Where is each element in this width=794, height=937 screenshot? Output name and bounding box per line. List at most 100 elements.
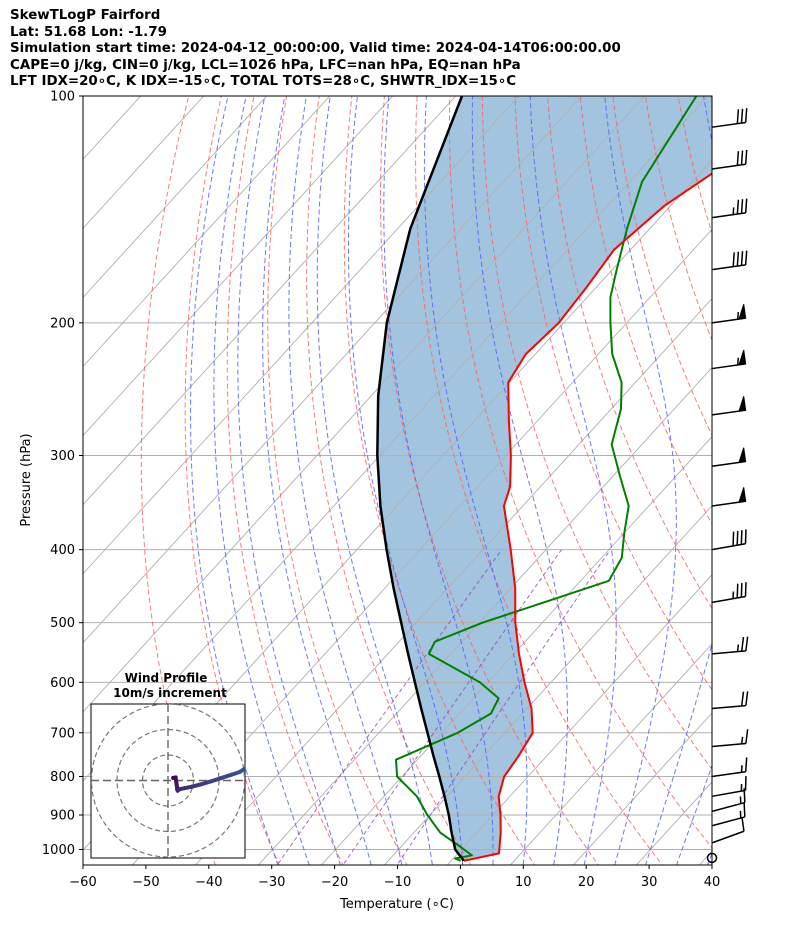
wind-barb — [711, 582, 747, 604]
barb-pennant — [738, 304, 747, 320]
x-tick-label: −50 — [132, 875, 159, 890]
location-info: Lat: 51.68 Lon: -1.79 — [10, 24, 167, 40]
barb-pennant — [738, 396, 747, 412]
time-info: Simulation start time: 2024-04-12_00:00:… — [10, 41, 621, 56]
isotherm-line — [83, 96, 646, 713]
wind-barb — [711, 447, 747, 467]
x-tick-label: 10 — [515, 875, 532, 890]
barb-staff — [711, 264, 746, 271]
y-tick-label: 100 — [50, 90, 75, 105]
x-axis-label: Temperature (∘C) — [339, 897, 454, 912]
barb-staff — [711, 704, 746, 710]
cape-info: CAPE=0 j/kg, CIN=0 j/kg, LCL=1026 hPa, L… — [10, 57, 521, 73]
barb-full — [745, 691, 749, 706]
wind-barb — [711, 691, 749, 710]
isotherm-line — [257, 366, 712, 865]
barb-full — [740, 199, 744, 214]
y-tick-label: 700 — [50, 726, 75, 741]
wind-barb — [711, 802, 746, 827]
x-tick-label: 40 — [704, 875, 721, 890]
barb-staff — [711, 543, 746, 551]
chart-header: SkewTLogP Fairford Lat: 51.68 Lon: -1.79… — [10, 8, 621, 91]
barb-full — [740, 582, 743, 598]
barb-full — [740, 636, 745, 652]
barb-staff — [711, 789, 746, 798]
wind-barb — [711, 529, 747, 551]
barb-full — [732, 531, 735, 546]
x-tick-label: −30 — [258, 875, 285, 890]
barb-full — [744, 250, 748, 265]
barb-staff — [711, 816, 746, 827]
y-tick-label: 900 — [50, 809, 75, 824]
barb-half — [737, 312, 740, 320]
dry-adiabat-line — [379, 96, 600, 865]
index-info: LFT IDX=20∘C, K IDX=-15∘C, TOTAL TOTS=28… — [10, 74, 517, 89]
hodograph-subtitle: 10m/s increment — [113, 686, 227, 700]
barb-full — [736, 530, 739, 546]
barb-full — [736, 199, 740, 215]
barb-staff — [711, 830, 745, 844]
moist-adiabat-line — [529, 96, 617, 865]
isotherm-line — [446, 574, 712, 865]
barb-full — [740, 530, 743, 545]
dry-adiabat-line — [415, 96, 663, 865]
x-tick-label: −10 — [384, 875, 411, 890]
y-tick-label: 1000 — [42, 843, 75, 858]
barb-half — [732, 207, 735, 215]
barb-staff — [711, 163, 746, 170]
x-tick-label: −40 — [195, 875, 222, 890]
isotherm-line — [509, 643, 712, 865]
x-tick-label: −60 — [69, 875, 96, 890]
isotherm-line — [383, 505, 712, 865]
wind-barb — [711, 108, 748, 128]
dry-adiabat-line — [612, 96, 712, 437]
hodograph-segment — [237, 767, 245, 775]
barb-full — [736, 151, 740, 166]
barb-pennant — [738, 487, 747, 503]
dry-adiabat-line — [267, 96, 408, 865]
barb-half — [740, 736, 744, 745]
barb-pennant — [738, 447, 747, 464]
dry-adiabat-line — [547, 96, 712, 610]
moist-adiabat-line — [383, 96, 494, 865]
x-tick-label: 30 — [641, 875, 658, 890]
isotherm-line — [572, 712, 712, 865]
barb-staff — [711, 650, 746, 655]
wind-barb — [711, 757, 748, 778]
y-tick-label: 400 — [50, 543, 75, 558]
isotherm-line — [83, 96, 583, 644]
barb-full — [745, 636, 749, 651]
isotherm-line — [83, 96, 520, 575]
hodograph-ring — [91, 704, 245, 858]
hodograph-title: Wind Profile — [125, 671, 208, 685]
barb-full — [736, 583, 739, 599]
dry-adiabat-line — [343, 96, 536, 865]
moist-adiabat-line — [675, 764, 712, 865]
isotherm-line — [83, 96, 457, 506]
moist-adiabat-line — [288, 96, 403, 865]
mixing-ratio-line — [342, 549, 562, 865]
chart-title: SkewTLogP Fairford — [10, 8, 161, 23]
wind-barb — [711, 349, 747, 370]
wind-barb — [711, 729, 749, 748]
barb-full — [745, 729, 749, 744]
wind-barb — [711, 776, 747, 798]
barb-full — [744, 529, 747, 544]
barb-full — [740, 251, 744, 266]
cape-cin-fill — [377, 96, 712, 861]
barb-half — [740, 765, 743, 773]
moist-adiabat-line — [237, 96, 341, 865]
wind-barb — [711, 149, 748, 170]
barb-full — [736, 109, 740, 124]
barb-staff — [711, 121, 746, 128]
y-tick-label: 500 — [50, 616, 75, 631]
y-tick-label: 300 — [50, 449, 75, 464]
barb-pennant — [738, 349, 747, 366]
barb-full — [740, 691, 745, 707]
dry-adiabat-line — [184, 96, 280, 865]
y-tick-label: 800 — [50, 770, 75, 785]
moist-adiabat-line — [423, 96, 528, 865]
barb-full — [744, 776, 747, 791]
wind-barb — [711, 304, 747, 324]
